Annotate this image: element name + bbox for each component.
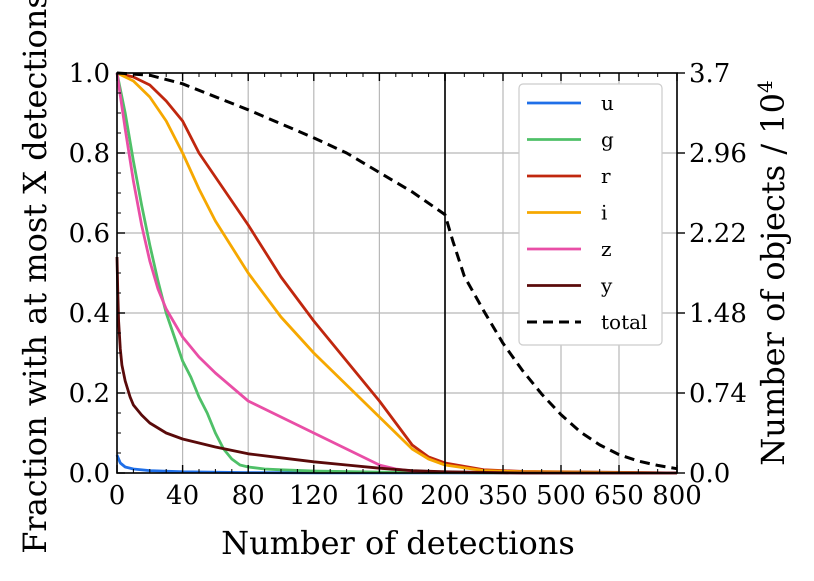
series-line-g	[115, 72, 677, 475]
y2-axis-label-text: Number of objects / 10	[754, 93, 792, 466]
y-tick-label: 0.0	[69, 459, 110, 489]
y-tick-label: 1.0	[69, 59, 110, 89]
x-tick-label: 160	[355, 481, 405, 511]
legend-label-i: i	[601, 201, 607, 225]
x-axis-label: Number of detections	[221, 524, 575, 562]
series-line-i	[116, 71, 678, 475]
x-tick-label: 120	[289, 481, 339, 511]
y-tick-label: 0.8	[69, 139, 110, 169]
x-tick-label: 0	[109, 481, 126, 511]
y2-tick-label: 0.0	[689, 459, 730, 489]
x-tick-label: 800	[652, 481, 702, 511]
legend-label-total: total	[601, 310, 647, 334]
legend-label-g: g	[601, 128, 614, 152]
tick-labels: 0.0 0.2 0.4 0.6 0.8 1.0 0.0 0.74 1.48 2.22 2.96 3.7…	[69, 59, 747, 511]
y2-tick-label: 0.74	[689, 379, 747, 409]
series-line-r	[116, 71, 678, 475]
legend-label-z: z	[601, 237, 612, 261]
x-tick-label: 40	[166, 481, 199, 511]
x-tick-label: 500	[536, 481, 586, 511]
legend-label-r: r	[601, 164, 611, 188]
legend-label-y: y	[600, 274, 613, 298]
y2-tick-label: 2.22	[689, 219, 747, 249]
y-tick-label: 0.6	[69, 219, 110, 249]
y2-tick-label: 1.48	[689, 299, 747, 329]
x-tick-label: 80	[232, 481, 265, 511]
x-tick-label: 650	[594, 481, 644, 511]
y-axis-label: Fraction with at most X detections	[16, 0, 54, 554]
legend-label-u: u	[601, 91, 614, 115]
tick-marks	[116, 72, 685, 474]
legend-box	[518, 83, 663, 346]
x-tick-label: 350	[478, 481, 528, 511]
y2-tick-label: 2.96	[689, 139, 747, 169]
y-tick-label: 0.2	[69, 379, 110, 409]
series-line-total	[116, 71, 678, 471]
y2-tick-label: 3.7	[689, 59, 730, 89]
y2-axis-label: Number of objects / 104	[753, 80, 792, 466]
y-tick-label: 0.4	[69, 299, 110, 329]
y2-axis-label-exponent: 4	[753, 80, 777, 93]
x-tick-label: 200	[420, 481, 470, 511]
